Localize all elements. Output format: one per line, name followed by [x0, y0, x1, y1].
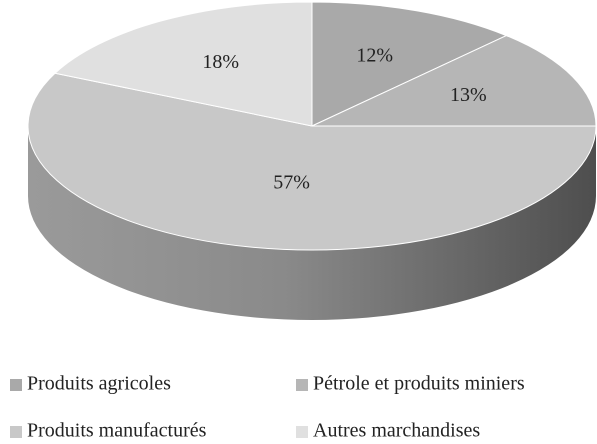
- legend-swatch: [10, 379, 22, 391]
- legend-label: Produits agricoles: [27, 373, 171, 395]
- data-label: 12%: [356, 44, 393, 66]
- data-label: 13%: [450, 84, 487, 106]
- legend-swatch: [296, 379, 308, 391]
- pie-slice: [53, 1, 313, 127]
- legend-label: Pétrole et produits miniers: [313, 373, 525, 395]
- pie-slice: [311, 1, 508, 127]
- pie-slice: [27, 72, 597, 251]
- pie-slice: [311, 35, 597, 127]
- data-label: 57%: [273, 172, 310, 194]
- legend-label: Produits manufacturés: [27, 420, 207, 442]
- pie-side: [28, 126, 596, 320]
- data-label: 18%: [202, 51, 239, 73]
- legend-label: Autres marchandises: [313, 420, 480, 442]
- legend-swatch: [296, 426, 308, 438]
- legend-swatch: [10, 426, 22, 438]
